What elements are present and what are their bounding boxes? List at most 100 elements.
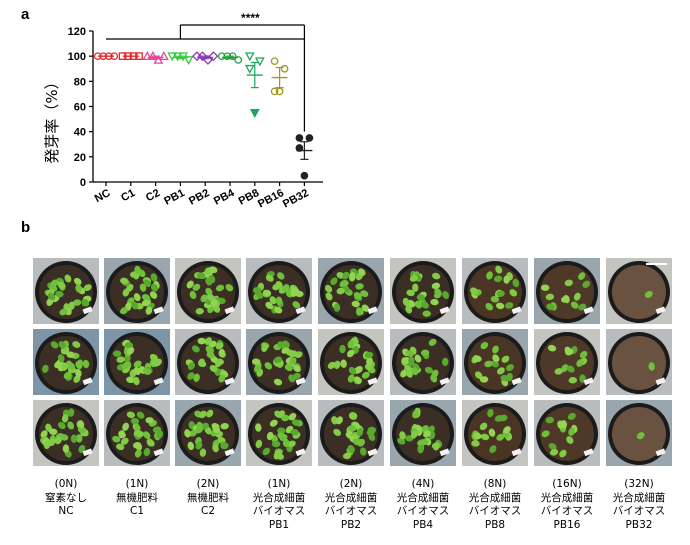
seedling-leaf [292,301,301,309]
pot-label-tag [295,306,306,315]
seedling-leaf [57,421,66,430]
seedling-leaf [364,351,374,359]
significance-stars: **** [241,11,260,25]
plant-photo-image [462,400,528,466]
seedling-leaf [421,301,429,309]
seedling-leaf [541,430,550,438]
seedling-leaf [72,299,82,306]
plant-photo-image [175,400,241,466]
plant-photo-image [318,258,384,324]
seedling-leaf [503,275,510,284]
seedling-leaf [509,289,518,297]
seedling-leaf [399,431,406,440]
pot-label-tag [295,377,306,386]
seedling-leaf [199,448,207,457]
seedling-leaf [277,427,286,434]
seedling-leaf [135,430,144,438]
seedling-leaf [76,359,84,368]
seedling-leaf [347,445,355,453]
seedling-leaf [76,434,83,443]
caption-code: PB4 [412,518,434,531]
plant-photo [104,329,170,395]
seedling-leaf [547,344,557,352]
plant-photo [462,329,528,395]
seedling-leaf [364,363,373,371]
seedling-leaf [212,304,221,313]
seedling-leaf [409,275,418,282]
plant-photo-image [175,258,241,324]
seedling-leaf [50,279,59,287]
plant-photo-image [534,400,600,466]
plant-photo [33,258,99,324]
caption-code: PB16 [553,518,581,531]
seedling-leaf [351,300,360,308]
seedling-leaf [132,442,142,449]
pot-soil [252,265,306,319]
plant-photo-image [390,400,456,466]
seedling-leaf [361,371,370,379]
x-tick-label: C2 [144,187,162,204]
seedling-leaf [133,376,140,386]
pot-label-tag [511,377,522,386]
seedling-leaf [265,274,274,282]
seedling-leaf [266,431,274,441]
seedling-leaf [262,447,271,456]
seedling-leaf [265,301,274,310]
seedling-leaf [564,279,573,287]
plant-photo [175,329,241,395]
seedling-leaf [333,360,341,369]
seedling-leaf [186,280,194,289]
seedling-leaf [136,411,145,419]
seedling-leaf [282,438,290,448]
seedling-leaf [121,361,130,370]
seedling-leaf [359,447,367,456]
caption-nitrogen: (1N) [267,478,291,490]
pot-label-tag [583,448,594,457]
seedling-leaf [205,345,213,354]
pot-label-tag [82,448,93,457]
seedling-leaf [118,430,125,439]
seedling-leaf [565,348,574,356]
seedling-leaf [149,291,158,299]
seedling-leaf [578,272,586,280]
seedling-leaf [353,291,362,300]
treatment-caption: (1N) 光合成細菌 バイオマス PB1 [242,478,316,532]
pot-label-tag [511,448,522,457]
caption-nitrogen: (4N) [411,478,435,490]
seedling-leaf [500,374,509,382]
seedling-leaf [333,303,341,312]
seedling-leaf [563,294,570,304]
seedling-leaf [196,421,203,431]
seedling-leaf [414,354,422,363]
seedling-leaf [189,290,197,300]
seedling-leaf [187,441,195,451]
panel-a-label: a [21,6,30,23]
pot-label-tag [82,306,93,315]
plant-photo-image [318,329,384,395]
data-point [167,52,178,62]
seedling-leaf [131,301,139,310]
seedling-leaf [143,447,151,457]
caption-nitrogen: (8N) [483,478,507,490]
seedling-leaf [339,344,346,354]
seedling-leaf [540,284,550,291]
caption-text: 光合成細菌 [540,491,594,504]
plant-photo-image [246,400,312,466]
treatment-caption: (0N) 窒素なし NC [29,478,103,519]
treatment-caption: (2N) 光合成細菌 バイオマス PB2 [314,478,388,532]
seedling-leaf [336,287,345,295]
caption-nitrogen: (2N) [196,478,220,490]
pot-label-tag [511,306,522,315]
caption-text: 光合成細菌 [468,491,522,504]
y-tick-label: 100 [68,51,86,63]
seedling-leaf [215,284,225,292]
plant-photo [175,258,241,324]
seedling-leaf [495,302,505,310]
plant-photo [606,400,672,466]
plant-photo [33,329,99,395]
caption-text: バイオマス [612,505,666,517]
pot-label-tag [153,448,164,457]
caption-text: バイオマス [540,505,594,517]
y-tick-label: 60 [74,102,86,114]
seedling-leaf [330,277,338,286]
